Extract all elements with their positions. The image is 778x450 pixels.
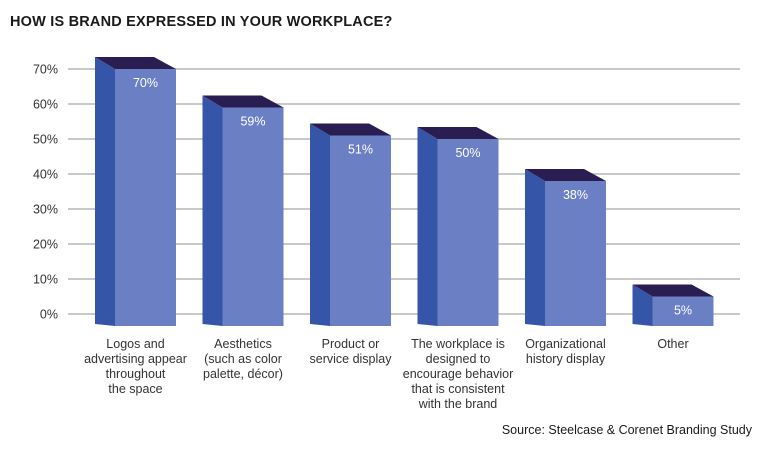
x-tick-label-line: designed to <box>426 352 491 366</box>
x-tick-label-line: The workplace is <box>411 337 505 351</box>
bar-side <box>202 95 223 326</box>
x-tick-label-line: Other <box>657 337 688 351</box>
x-tick-label-line: history display <box>526 352 606 366</box>
x-tick-label-line: Aesthetics <box>214 337 272 351</box>
y-tick-label: 40% <box>33 168 58 182</box>
bar-side <box>95 57 115 326</box>
x-tick-label-line: Organizational <box>525 337 606 351</box>
x-tick-label: Other <box>657 337 688 351</box>
x-tick-label-line: with the brand <box>418 397 498 411</box>
x-tick-label-line: the space <box>108 382 162 396</box>
y-tick-label: 70% <box>33 63 58 77</box>
x-tick-label: Logos and advertising appear throughout the… <box>84 337 187 396</box>
bar-top <box>202 95 284 108</box>
data-label: 59% <box>240 115 265 129</box>
bar-top <box>525 169 606 181</box>
data-label: 50% <box>455 146 480 160</box>
x-tick-label: Organizational history display <box>525 337 606 366</box>
bar-top <box>310 123 391 136</box>
y-tick-label: 60% <box>33 98 58 112</box>
x-tick-label: Aesthetics (such as color palette, décor) <box>203 337 283 381</box>
x-tick-label-line: service display <box>310 352 393 366</box>
data-label: 5% <box>674 304 692 318</box>
x-tick-label-line: Logos and <box>106 337 164 351</box>
bar <box>115 69 176 326</box>
bar-top <box>417 127 499 139</box>
x-tick-label: The workplace is designed to encourage beh… <box>403 337 514 411</box>
x-tick-label-line: advertising appear <box>84 352 187 366</box>
x-tick-label-line: (such as color <box>204 352 282 366</box>
y-tick-label: 50% <box>33 133 58 147</box>
data-label: 51% <box>348 143 373 157</box>
data-label: 70% <box>133 76 158 90</box>
y-tick-label: 30% <box>33 203 58 217</box>
bar-top <box>632 284 714 297</box>
data-label: 38% <box>563 188 588 202</box>
x-tick-label: Product or service display <box>310 337 393 366</box>
bar-top <box>95 57 176 69</box>
y-tick-label: 10% <box>33 273 58 287</box>
x-tick-label-line: Product or <box>322 337 380 351</box>
bar-side <box>632 284 653 326</box>
bar <box>437 139 499 326</box>
x-tick-label-line: throughout <box>106 367 166 381</box>
bar <box>652 296 714 326</box>
source-note: Source: Steelcase & Corenet Branding Stu… <box>501 423 752 437</box>
bar-side <box>525 169 545 326</box>
bar-side <box>417 127 438 326</box>
y-tick-label: 20% <box>33 238 58 252</box>
bar <box>222 107 284 326</box>
x-tick-label-line: that is consistent <box>411 382 505 396</box>
bar <box>330 135 391 326</box>
x-tick-label-line: palette, décor) <box>203 367 283 381</box>
y-tick-label: 0% <box>40 308 58 322</box>
chart-title: HOW IS BRAND EXPRESSED IN YOUR WORKPLACE… <box>10 14 393 30</box>
bar <box>545 181 606 326</box>
bar-side <box>310 123 330 326</box>
x-tick-label-line: encourage behavior <box>403 367 514 381</box>
